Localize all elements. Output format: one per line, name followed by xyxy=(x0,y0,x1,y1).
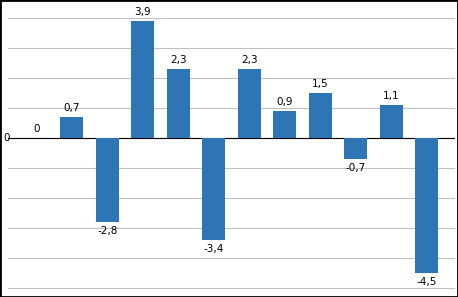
Bar xyxy=(273,111,296,138)
Bar xyxy=(167,69,190,138)
Bar xyxy=(131,21,154,138)
Text: 2,3: 2,3 xyxy=(170,55,186,65)
Text: 2,3: 2,3 xyxy=(241,55,257,65)
Text: 0: 0 xyxy=(3,133,10,143)
Text: 0,7: 0,7 xyxy=(64,103,80,113)
Bar xyxy=(344,138,367,159)
Bar xyxy=(60,117,83,138)
Text: -2,8: -2,8 xyxy=(97,226,117,236)
Text: 1,5: 1,5 xyxy=(312,79,329,89)
Bar xyxy=(202,138,225,240)
Text: -3,4: -3,4 xyxy=(204,244,224,254)
Bar xyxy=(380,105,403,138)
Bar xyxy=(238,69,261,138)
Bar xyxy=(309,93,332,138)
Text: 1,1: 1,1 xyxy=(383,91,400,101)
Text: -0,7: -0,7 xyxy=(346,163,366,173)
Bar xyxy=(96,138,119,222)
Text: 3,9: 3,9 xyxy=(135,7,151,17)
Text: 0: 0 xyxy=(33,124,39,134)
Text: 0,9: 0,9 xyxy=(277,97,293,107)
Bar xyxy=(415,138,438,273)
Text: -4,5: -4,5 xyxy=(417,277,437,287)
